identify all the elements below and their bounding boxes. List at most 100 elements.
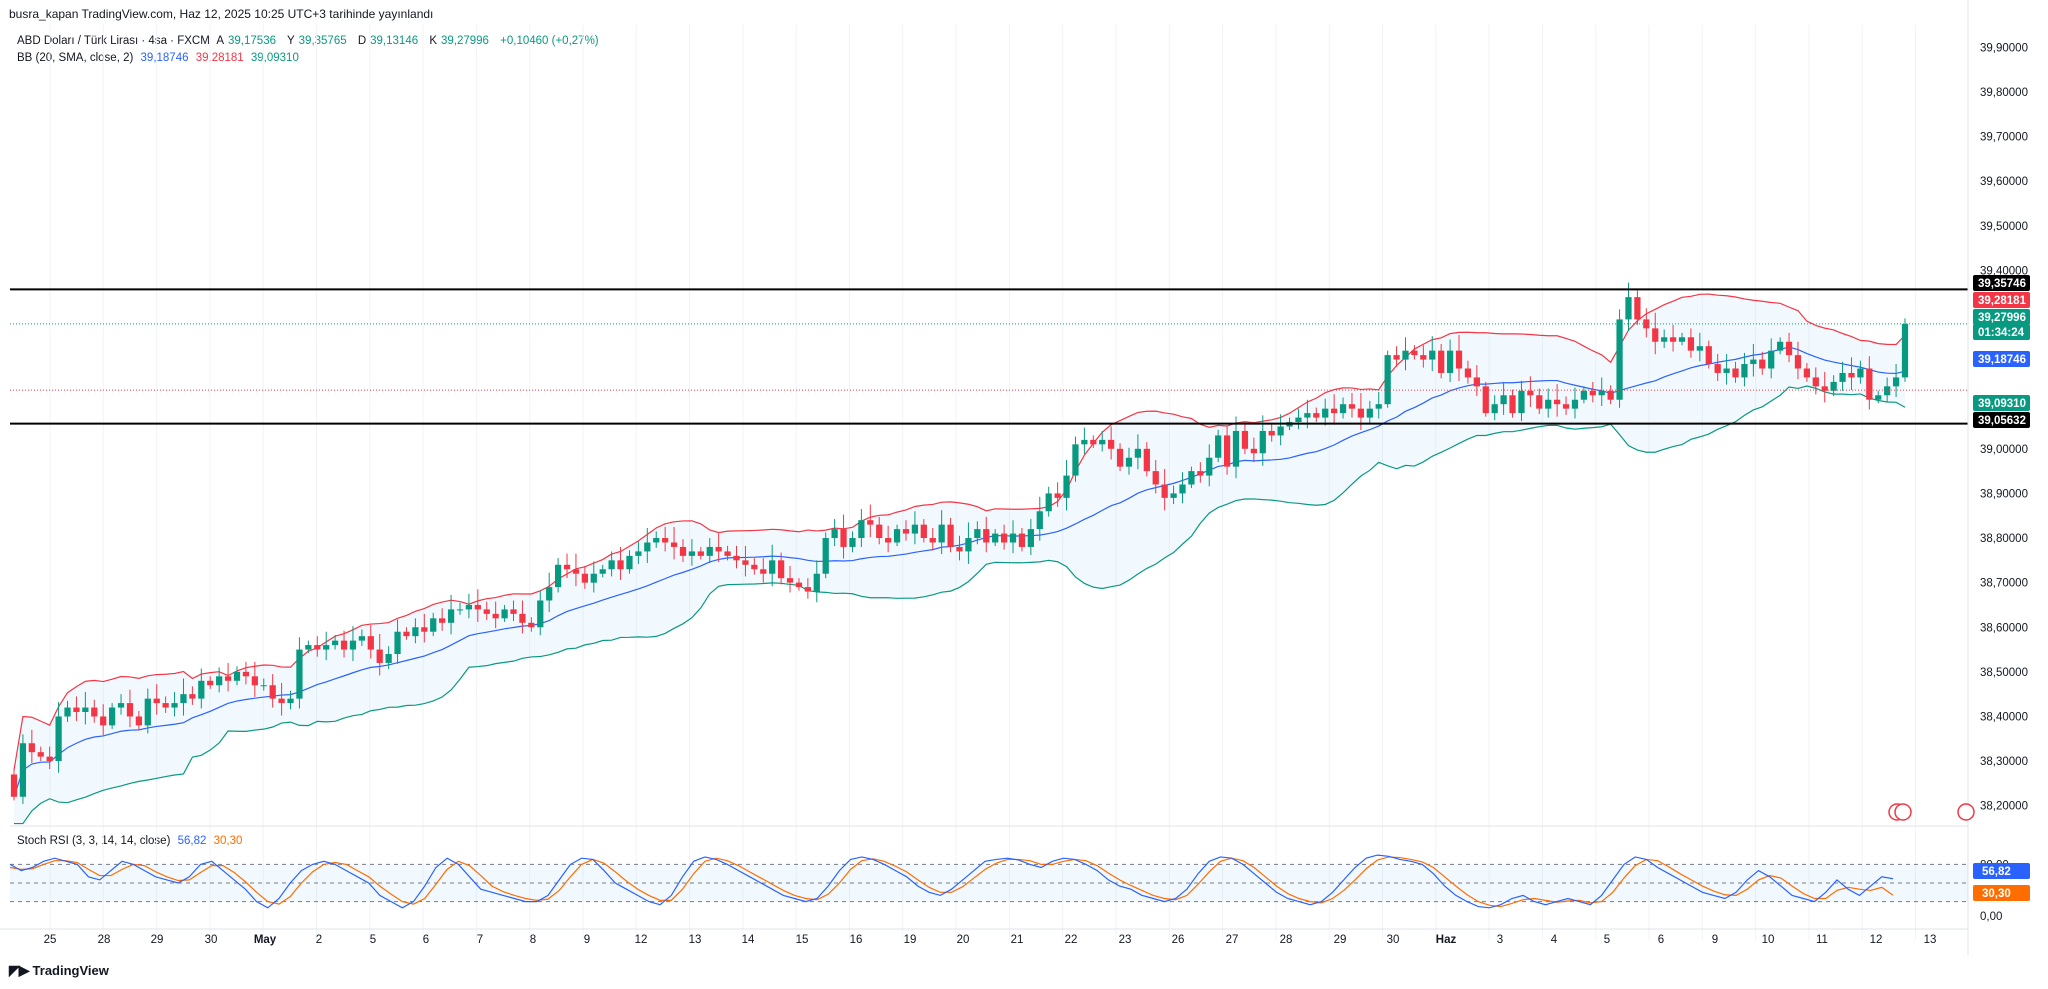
- candle-body: [831, 529, 838, 539]
- candle-body: [858, 520, 865, 539]
- price-label-tag: [1973, 395, 2030, 411]
- x-tick-label: 12: [635, 934, 648, 946]
- symbol-title[interactable]: ABD Doları / Türk Lirası · 4sa · FXCM: [17, 35, 210, 47]
- candle-body: [108, 707, 116, 726]
- candle-body: [1125, 457, 1133, 467]
- bb-upper-value: 39,28181: [195, 52, 244, 64]
- candle-body: [117, 703, 125, 708]
- candle-body: [813, 573, 820, 592]
- candle-body: [242, 671, 250, 677]
- candle-body: [947, 524, 954, 547]
- candle-body: [1580, 390, 1588, 400]
- x-tick-label: May: [254, 934, 277, 946]
- candle-body: [956, 546, 963, 552]
- stoch-label[interactable]: Stoch RSI (3, 3, 14, 14, close): [17, 835, 171, 847]
- candle-body: [965, 538, 972, 552]
- candle-body: [349, 640, 357, 650]
- candle-body: [1179, 484, 1186, 494]
- candle-body: [1803, 368, 1811, 378]
- candle-body: [1830, 381, 1837, 391]
- candle-body: [439, 618, 446, 623]
- candle-body: [287, 698, 294, 704]
- candle-body: [1901, 323, 1909, 378]
- close-value: 39,27996: [440, 35, 489, 47]
- candle-body: [1554, 399, 1561, 405]
- candle-body: [1536, 395, 1543, 409]
- candle-body: [742, 560, 749, 565]
- candle-body: [430, 618, 437, 632]
- candle-body: [1393, 355, 1400, 360]
- candle-body: [1464, 368, 1472, 378]
- candle-body: [1000, 533, 1008, 543]
- candle-body: [162, 703, 169, 708]
- candle-body: [1197, 471, 1204, 476]
- x-tick-label: 5: [1604, 934, 1610, 946]
- candle-body: [1571, 399, 1579, 409]
- candle-body: [608, 560, 615, 570]
- candle-body: [1304, 413, 1311, 418]
- stoch-k-tag: [1973, 863, 2030, 879]
- candle-body: [126, 703, 134, 717]
- tradingview-logo-text: TradingView: [32, 963, 109, 978]
- candle-body: [1402, 350, 1409, 360]
- x-tick-label: 11: [1816, 934, 1828, 946]
- candle-body: [323, 645, 330, 650]
- bb-upper-line: [13, 293, 1906, 771]
- candle-body: [189, 694, 196, 699]
- candle-body: [1482, 386, 1489, 414]
- candle-body: [849, 538, 856, 547]
- y-tick-label: 38,70000: [1980, 578, 2028, 590]
- candle-body: [786, 578, 794, 583]
- candle-body: [974, 529, 981, 539]
- candle-body: [1875, 395, 1882, 400]
- tradingview-logo[interactable]: ◤▶ TradingView: [9, 962, 109, 979]
- candle-body: [1625, 297, 1632, 320]
- candle-body: [1518, 390, 1525, 414]
- candle-body: [1384, 355, 1391, 405]
- candle-body: [305, 645, 312, 650]
- candle-body: [822, 538, 829, 574]
- x-tick-label: 22: [1065, 934, 1078, 946]
- y-tick-label: 38,90000: [1980, 488, 2028, 500]
- price-label-tag: [1973, 412, 2030, 428]
- x-tick-label: 26: [1172, 934, 1185, 946]
- event-flag-icon[interactable]: [1957, 803, 1975, 821]
- candle-body: [1339, 404, 1347, 414]
- candle-body: [314, 645, 321, 650]
- candle-body: [1661, 337, 1668, 342]
- candle-body: [1527, 390, 1534, 396]
- candle-body: [911, 524, 919, 534]
- candle-body: [938, 524, 945, 543]
- candle-body: [1884, 386, 1891, 396]
- price-label-tag: [1973, 324, 2030, 340]
- candle-body: [1108, 439, 1115, 449]
- y-tick-label: 38,20000: [1980, 801, 2028, 813]
- candle-body: [1143, 448, 1150, 472]
- x-tick-label: 4: [1551, 934, 1558, 946]
- candle-body: [171, 703, 178, 708]
- candle-body: [1812, 377, 1819, 387]
- candle-body: [1643, 319, 1650, 329]
- x-tick-label: 13: [689, 934, 702, 946]
- y-tick-label: 38,50000: [1980, 667, 2028, 679]
- bb-label[interactable]: BB (20, SMA, close, 2): [17, 52, 134, 64]
- price-label-text: 39,18746: [1978, 354, 2026, 366]
- high-label: Y: [286, 35, 295, 47]
- candle-body: [1295, 417, 1302, 423]
- x-tick-label: 23: [1119, 934, 1132, 946]
- candle-body: [91, 707, 98, 717]
- y-tick-label: 39,50000: [1980, 221, 2028, 233]
- candle-body: [260, 685, 267, 687]
- change-value: +0,10460 (+0,27%): [500, 35, 599, 47]
- candle-body: [1072, 444, 1079, 476]
- candle-body: [1277, 426, 1284, 436]
- candle-body: [653, 538, 660, 543]
- candle-body: [296, 649, 303, 699]
- candle-body: [456, 609, 464, 611]
- event-flag-icon[interactable]: [1894, 803, 1912, 821]
- candle-body: [519, 613, 526, 623]
- candle-body: [626, 555, 633, 570]
- candle-body: [546, 587, 553, 601]
- candle-body: [1616, 319, 1623, 400]
